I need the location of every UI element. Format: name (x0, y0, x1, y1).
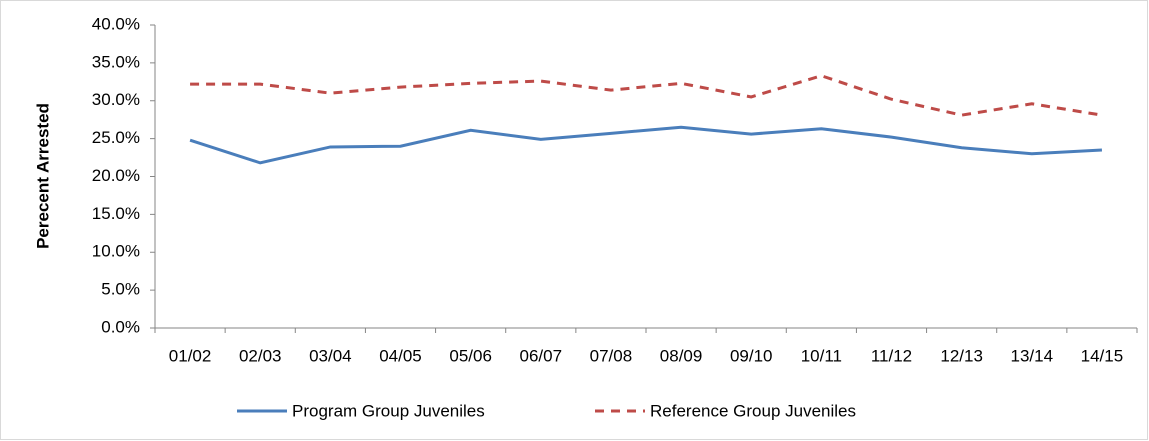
y-tick-label: 10.0% (92, 242, 140, 261)
x-tick-label: 09/10 (730, 346, 773, 365)
x-tick-label: 05/06 (449, 346, 492, 365)
legend-label: Reference Group Juveniles (650, 401, 856, 420)
y-tick-label: 35.0% (92, 52, 140, 71)
x-tick-label: 12/13 (940, 346, 983, 365)
x-tick-label: 01/02 (169, 346, 212, 365)
series-line (190, 74, 1103, 117)
x-tick-label: 10/11 (801, 346, 842, 365)
x-tick-label: 14/15 (1081, 346, 1124, 365)
x-tick-label: 03/04 (309, 346, 352, 365)
x-tick-label: 13/14 (1011, 346, 1054, 365)
y-tick-label: 0.0% (101, 317, 140, 336)
y-tick-label: 25.0% (92, 128, 140, 147)
x-tick-label: 02/03 (239, 346, 282, 365)
series-line (189, 125, 1103, 165)
y-axis-label: Perecent Arrested (33, 103, 52, 249)
y-tick-label: 20.0% (92, 166, 140, 185)
y-tick-label: 15.0% (92, 204, 140, 223)
legend-label: Program Group Juveniles (292, 401, 485, 420)
x-tick-label: 04/05 (379, 346, 422, 365)
y-tick-label: 5.0% (101, 280, 140, 299)
x-tick-label: 08/09 (660, 346, 703, 365)
y-tick-label: 30.0% (92, 90, 140, 109)
y-tick-label: 40.0% (92, 14, 140, 33)
x-tick-label: 07/08 (590, 346, 633, 365)
x-tick-label: 11/12 (871, 346, 912, 365)
x-tick-label: 06/07 (520, 346, 563, 365)
